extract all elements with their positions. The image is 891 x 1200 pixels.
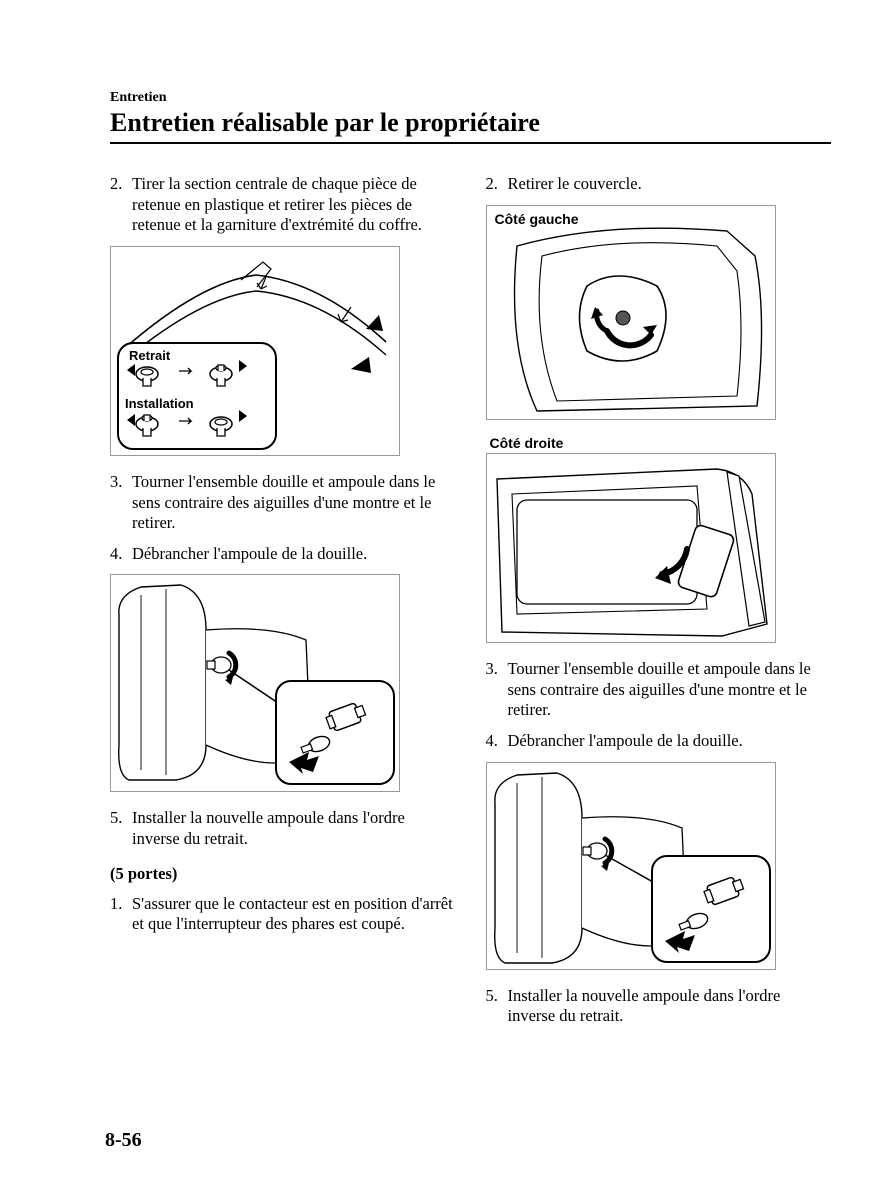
step-item: 2. Tirer la section centrale de chaque p… — [110, 174, 456, 236]
label-cote-droite: Côté droite — [490, 436, 832, 451]
step-number: 5. — [486, 986, 508, 1027]
right-column: 2. Retirer le couvercle. Côté gauche — [486, 174, 832, 1037]
section-label: Entretien — [110, 90, 831, 106]
step-number: 2. — [486, 174, 508, 195]
step-number: 4. — [486, 731, 508, 752]
step-item: 4. Débrancher l'ampoule de la douille. — [486, 731, 832, 752]
left-column: 2. Tirer la section centrale de chaque p… — [110, 174, 456, 1037]
inset-retainer-clips: Retrait Installation — [117, 342, 277, 450]
figure-cover-right — [486, 453, 776, 643]
step-number: 1. — [110, 894, 132, 935]
step-text: Retirer le couvercle. — [508, 174, 832, 195]
step-text: Débrancher l'ampoule de la douille. — [132, 544, 456, 565]
page-title: Entretien réalisable par le propriétaire — [110, 108, 831, 144]
step-number: 5. — [110, 808, 132, 849]
step-text: Tourner l'ensemble douille et ampoule da… — [508, 659, 832, 721]
step-text: Tirer la section centrale de chaque pièc… — [132, 174, 456, 236]
step-item: 3. Tourner l'ensemble douille et ampoule… — [110, 472, 456, 534]
step-text: Tourner l'ensemble douille et ampoule da… — [132, 472, 456, 534]
step-number: 3. — [486, 659, 508, 721]
step-item: 1. S'assurer que le contacteur est en po… — [110, 894, 456, 935]
figure-bulb-socket-right — [486, 762, 776, 970]
inset-bulb-connector — [275, 680, 395, 785]
step-text: Installer la nouvelle ampoule dans l'ord… — [508, 986, 832, 1027]
figure-bulb-socket-left — [110, 574, 400, 792]
step-item: 5. Installer la nouvelle ampoule dans l'… — [486, 986, 832, 1027]
step-number: 3. — [110, 472, 132, 534]
inset-bulb-connector — [651, 855, 771, 963]
step-item: 5. Installer la nouvelle ampoule dans l'… — [110, 808, 456, 849]
step-item: 4. Débrancher l'ampoule de la douille. — [110, 544, 456, 565]
page-number: 8-56 — [105, 1129, 142, 1152]
step-text: S'assurer que le contacteur est en posit… — [132, 894, 456, 935]
step-item: 2. Retirer le couvercle. — [486, 174, 832, 195]
page-header: Entretien Entretien réalisable par le pr… — [110, 90, 831, 144]
content-columns: 2. Tirer la section centrale de chaque p… — [110, 174, 831, 1037]
step-item: 3. Tourner l'ensemble douille et ampoule… — [486, 659, 832, 721]
figure-cover-left: Côté gauche — [486, 205, 776, 420]
step-text: Installer la nouvelle ampoule dans l'ord… — [132, 808, 456, 849]
step-number: 2. — [110, 174, 132, 236]
figure-trunk-trim: Retrait Installation — [110, 246, 400, 456]
step-text: Débrancher l'ampoule de la douille. — [508, 731, 832, 752]
label-cote-gauche: Côté gauche — [495, 212, 579, 227]
step-number: 4. — [110, 544, 132, 565]
heading-5-doors: (5 portes) — [110, 864, 456, 884]
